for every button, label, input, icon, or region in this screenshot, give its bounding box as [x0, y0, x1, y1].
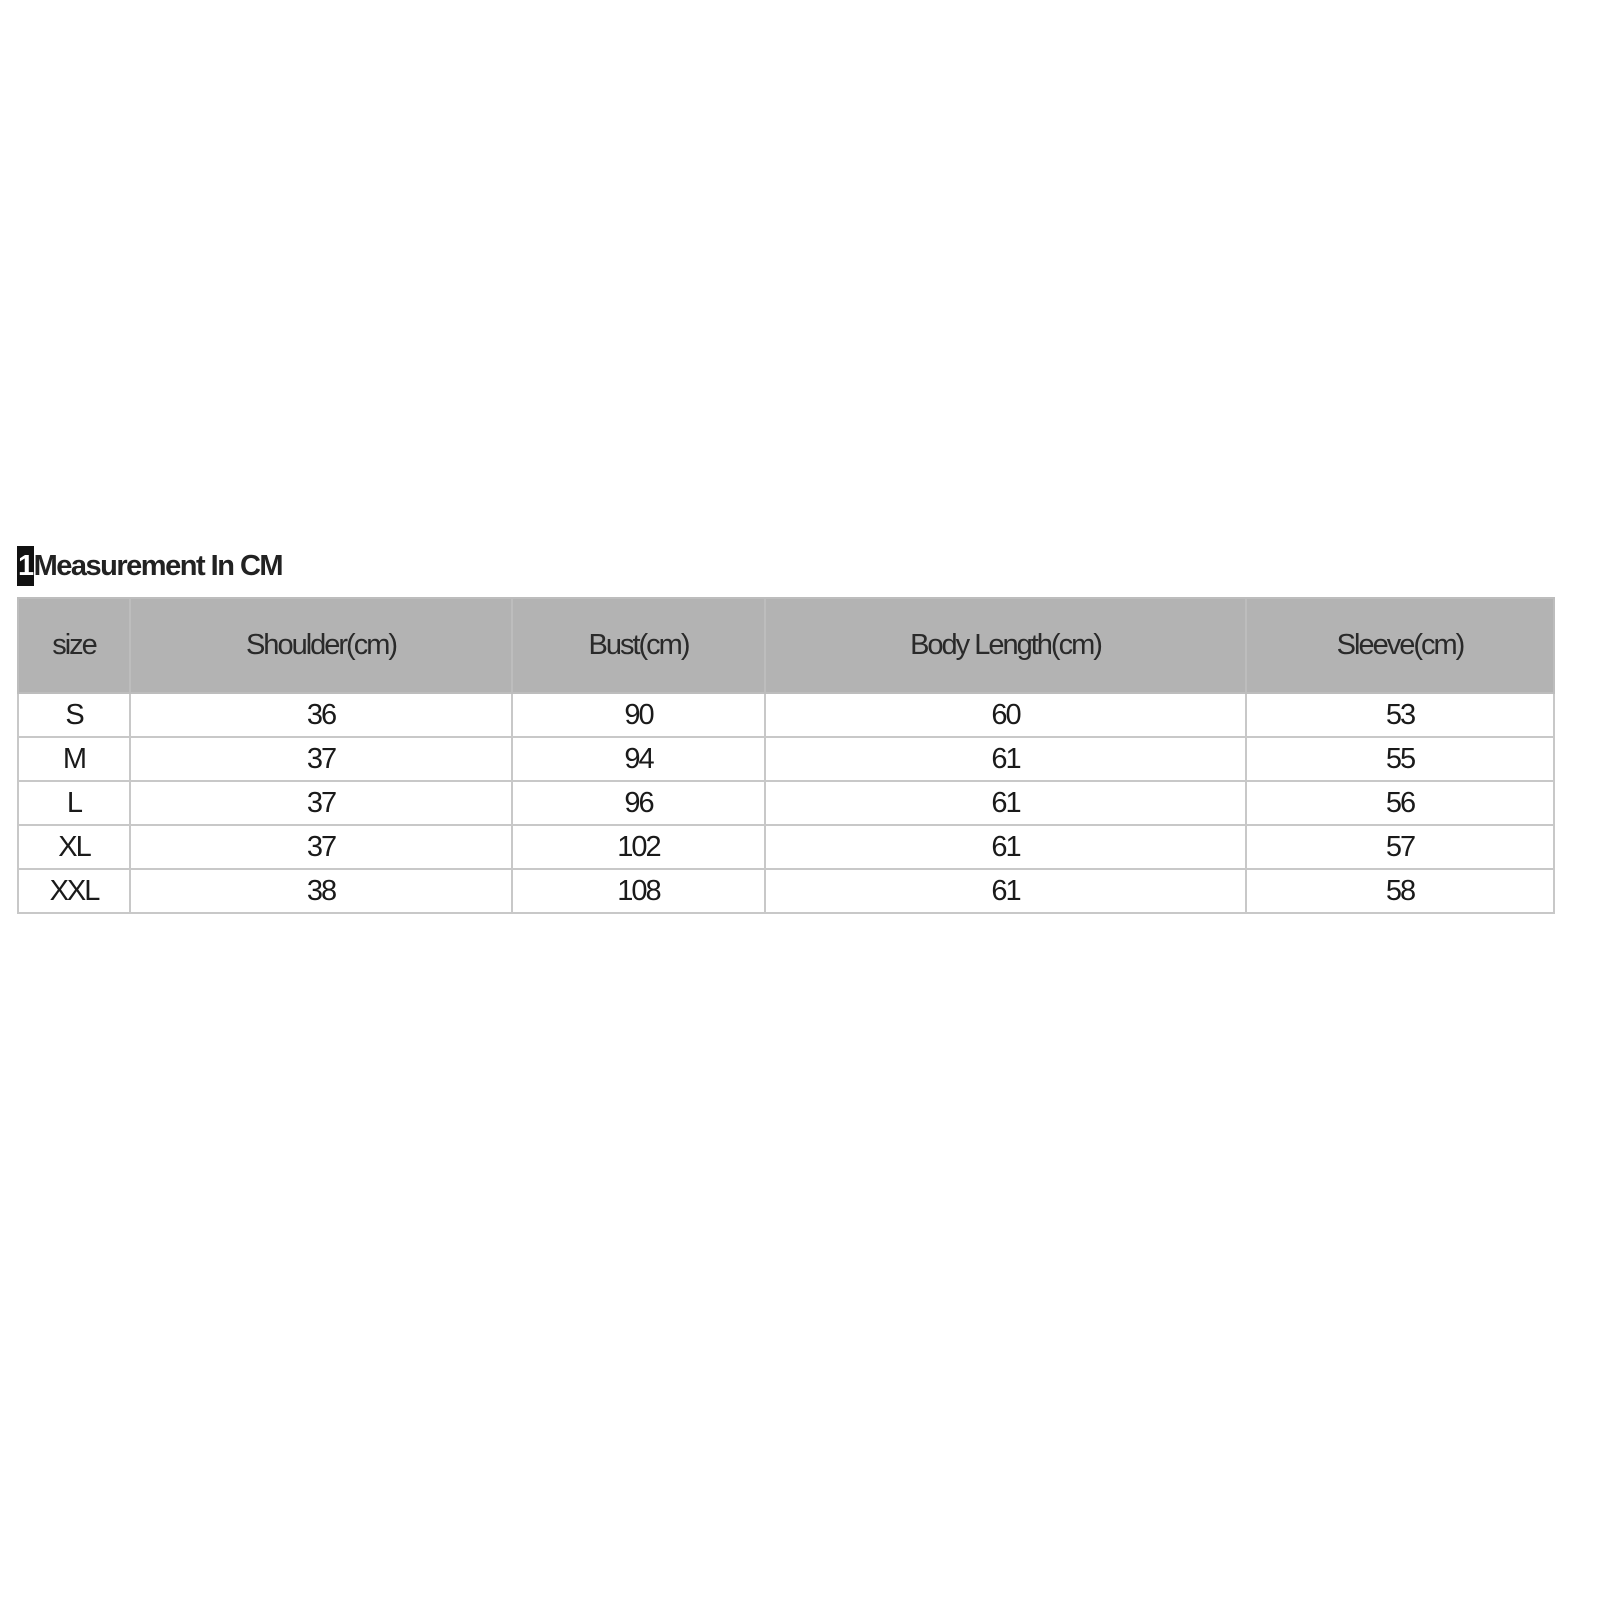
table-cell: 108: [511, 868, 766, 914]
table-cell: 96: [511, 780, 766, 826]
table-cell: 90: [511, 692, 766, 738]
header-row: size Shoulder(cm) Bust(cm) Body Length(cm) S…: [17, 597, 1555, 694]
table-cell: L: [17, 780, 131, 826]
table-cell: 61: [764, 780, 1247, 826]
table-cell: 55: [1245, 736, 1555, 782]
table-row: M 37 94 61 55: [17, 736, 1555, 782]
table-cell: 37: [129, 780, 513, 826]
table-cell: 37: [129, 824, 513, 870]
table-cell: 53: [1245, 692, 1555, 738]
column-header: Bust(cm): [511, 597, 766, 694]
table-cell: M: [17, 736, 131, 782]
column-header: Body Length(cm): [764, 597, 1247, 694]
table-cell: 60: [764, 692, 1247, 738]
table-cell: XL: [17, 824, 131, 870]
column-header: Sleeve(cm): [1245, 597, 1555, 694]
column-header: Shoulder(cm): [129, 597, 513, 694]
table-cell: 94: [511, 736, 766, 782]
table-cell: 102: [511, 824, 766, 870]
table-cell: 61: [764, 868, 1247, 914]
table-row: XXL 38 108 61 58: [17, 868, 1555, 914]
table-cell: 57: [1245, 824, 1555, 870]
table-cell: 58: [1245, 868, 1555, 914]
table-cell: 61: [764, 736, 1247, 782]
table-cell: 38: [129, 868, 513, 914]
table-row: XL 37 102 61 57: [17, 824, 1555, 870]
table-title: 1Measurement In CM: [17, 546, 284, 586]
table-row: L 37 96 61 56: [17, 780, 1555, 826]
size-chart-table: size Shoulder(cm) Bust(cm) Body Length(cm) S…: [17, 597, 1555, 914]
title-text: Measurement In CM: [33, 550, 284, 582]
title-number: 1: [17, 546, 34, 586]
table-cell: 61: [764, 824, 1247, 870]
table-cell: S: [17, 692, 131, 738]
table-cell: 36: [129, 692, 513, 738]
table-cell: 56: [1245, 780, 1555, 826]
table-row: S 36 90 60 53: [17, 692, 1555, 738]
table-cell: 37: [129, 736, 513, 782]
table-cell: XXL: [17, 868, 131, 914]
column-header: size: [17, 597, 131, 694]
